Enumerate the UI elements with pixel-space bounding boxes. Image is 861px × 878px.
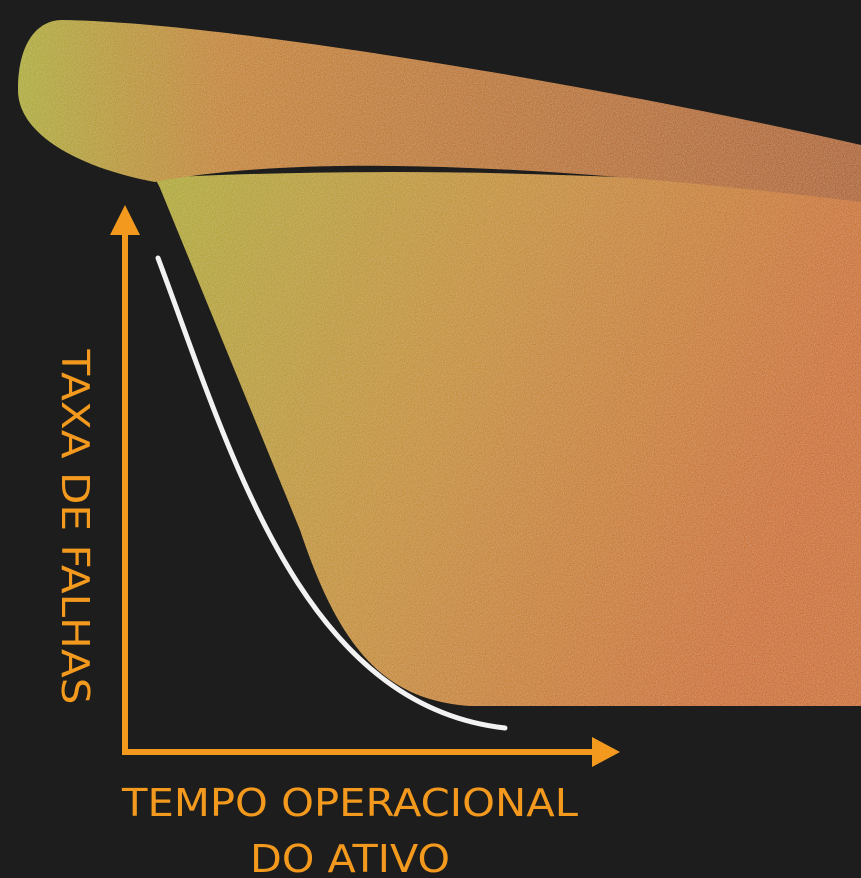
failure-curve xyxy=(155,255,508,731)
y-axis-label: TAXA DE FALHAS xyxy=(53,348,97,704)
bathtub xyxy=(18,20,861,706)
x-axis-label: TEMPO OPERACIONAL xyxy=(121,781,578,825)
y-arrow xyxy=(110,205,140,235)
tub-body xyxy=(155,172,861,706)
x-arrow xyxy=(592,737,620,767)
tub-rim xyxy=(18,20,861,202)
x-axis-label: DO ATIVO xyxy=(250,837,450,878)
